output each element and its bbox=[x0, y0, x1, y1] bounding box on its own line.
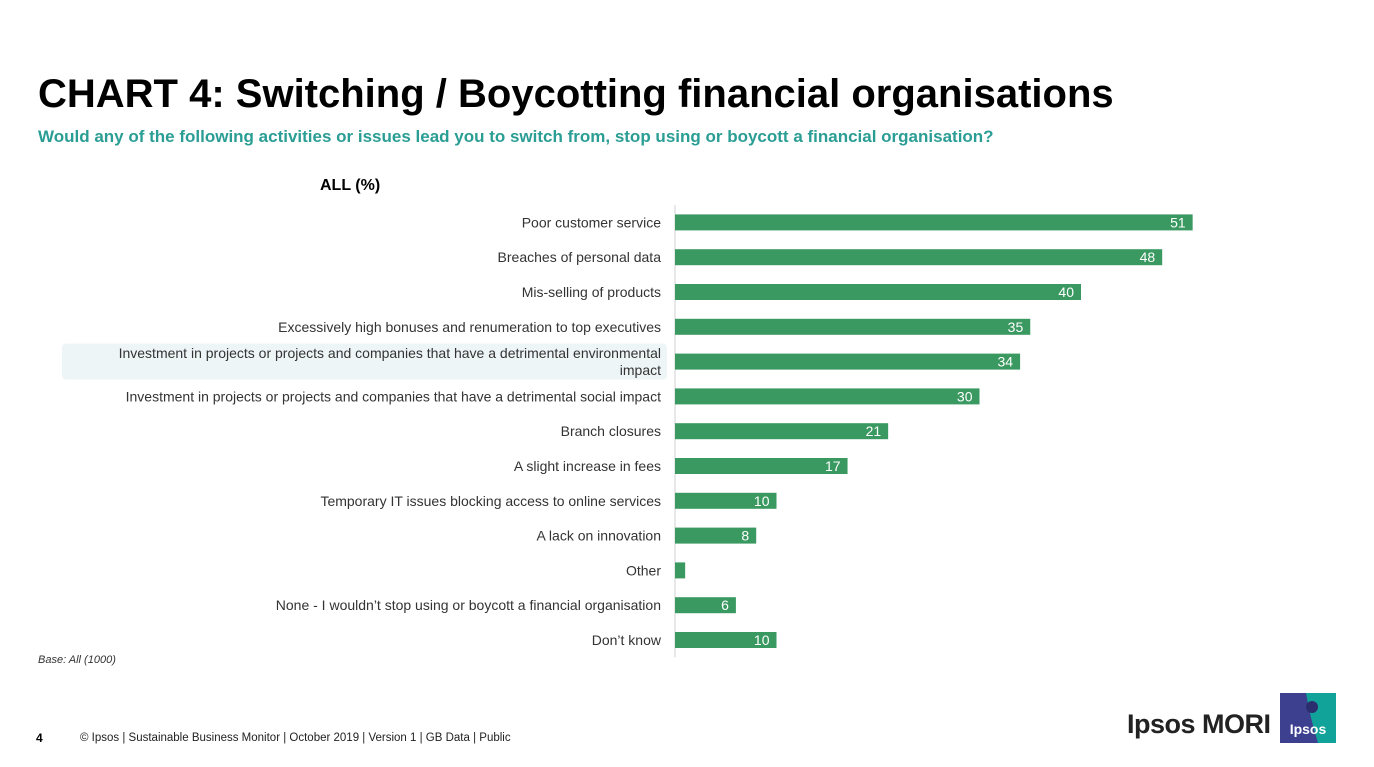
bar bbox=[675, 492, 777, 509]
category-label: Branch closures bbox=[561, 423, 661, 439]
bar bbox=[675, 632, 777, 648]
bar bbox=[675, 423, 889, 440]
value-label: 6 bbox=[721, 597, 729, 613]
category-label: None - I wouldn’t stop using or boycott … bbox=[276, 597, 661, 613]
category-label: Other bbox=[626, 562, 661, 578]
category-label: Don’t know bbox=[592, 632, 662, 648]
bar bbox=[675, 562, 686, 579]
category-label: Temporary IT issues blocking access to o… bbox=[320, 493, 661, 509]
value-label: 21 bbox=[866, 423, 882, 439]
value-label: 34 bbox=[998, 354, 1014, 370]
ipsos-logo-icon: Ipsos bbox=[1280, 693, 1336, 743]
bar bbox=[675, 249, 1163, 266]
value-label: 30 bbox=[957, 388, 973, 404]
value-label: 8 bbox=[741, 528, 749, 544]
category-label: A slight increase in fees bbox=[514, 458, 661, 474]
bar bbox=[675, 353, 1021, 370]
bar bbox=[675, 214, 1193, 231]
value-label: 48 bbox=[1140, 249, 1156, 265]
page-number: 4 bbox=[36, 731, 43, 745]
category-label: Breaches of personal data bbox=[498, 249, 662, 265]
category-label: A lack on innovation bbox=[536, 528, 661, 544]
bar bbox=[675, 597, 736, 614]
value-label: 17 bbox=[825, 458, 841, 474]
footer-text: © Ipsos | Sustainable Business Monitor |… bbox=[80, 732, 511, 744]
bar bbox=[675, 388, 980, 405]
category-label: Excessively high bonuses and renumeratio… bbox=[278, 319, 661, 335]
category-label: Investment in projects or projects and c… bbox=[126, 388, 661, 404]
value-label: 51 bbox=[1170, 214, 1186, 230]
value-label: 10 bbox=[754, 493, 770, 509]
highlight-band bbox=[62, 343, 667, 380]
value-label: 10 bbox=[754, 632, 770, 648]
page-subtitle: Would any of the following activities or… bbox=[38, 127, 994, 146]
base-note: Base: All (1000) bbox=[38, 654, 116, 666]
bar bbox=[675, 318, 1031, 335]
category-label: Investment in projects or projects and c… bbox=[119, 345, 662, 378]
logo-text: Ipsos bbox=[1290, 721, 1327, 737]
bar bbox=[675, 284, 1081, 300]
value-label: 40 bbox=[1058, 284, 1074, 300]
category-label: Poor customer service bbox=[522, 214, 661, 230]
bar bbox=[675, 458, 848, 474]
bar bbox=[675, 527, 757, 544]
page-title: CHART 4: Switching / Boycotting financia… bbox=[38, 72, 1114, 116]
chart-column-header: ALL (%) bbox=[320, 177, 381, 194]
category-label: Mis-selling of products bbox=[522, 284, 661, 300]
brand-name: Ipsos MORI bbox=[1127, 709, 1271, 739]
value-label: 35 bbox=[1008, 319, 1024, 335]
